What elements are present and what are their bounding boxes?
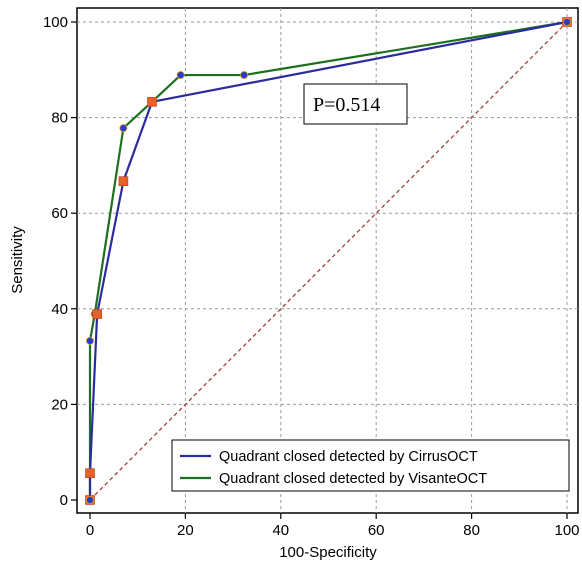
visante-endpoint-marker xyxy=(563,17,572,26)
y-tick-label: 100 xyxy=(43,14,68,31)
series-line-1 xyxy=(88,20,568,500)
axis-ticks: 0 20 40 60 80 100 0 20 40 60 80 100 xyxy=(43,14,580,539)
legend-box xyxy=(171,439,570,492)
visante-endpoint-marker xyxy=(86,495,95,504)
p-value-annotation: P=0.514 xyxy=(303,83,408,125)
x-axis-title: 100-Specificity xyxy=(279,544,377,561)
visante-point-marker xyxy=(176,71,185,80)
cirrus-point-marker xyxy=(85,468,95,479)
y-tick-label: 60 xyxy=(51,205,68,222)
y-tick-label: 80 xyxy=(51,110,68,127)
x-tick-label: 20 xyxy=(177,522,194,539)
legend: Quadrant closed detected by CirrusOCT Qu… xyxy=(171,439,570,492)
cirrus-point-marker xyxy=(92,309,102,319)
annotation-text: P=0.514 xyxy=(313,94,380,116)
y-tick-label: 0 xyxy=(60,492,68,509)
series-markers xyxy=(85,17,572,505)
visante-point-marker xyxy=(86,336,95,345)
y-tick-label: 20 xyxy=(51,396,68,413)
y-tick-label: 40 xyxy=(51,301,68,318)
visante-point-marker xyxy=(119,124,128,133)
x-tick-label: 40 xyxy=(272,522,289,539)
x-tick-label: 80 xyxy=(463,522,480,539)
y-axis-title: Sensitivity xyxy=(9,226,26,294)
legend-label-cirrus: Quadrant closed detected by CirrusOCT xyxy=(219,449,478,465)
cirrus-point-marker xyxy=(118,176,129,186)
cirrus-point-marker xyxy=(147,97,157,107)
x-tick-label: 60 xyxy=(368,522,385,539)
x-tick-label: 0 xyxy=(86,522,94,539)
legend-label-visante: Quadrant closed detected by VisanteOCT xyxy=(219,471,487,487)
reference-line xyxy=(89,21,568,501)
x-tick-label: 100 xyxy=(554,522,579,539)
reference-diagonal xyxy=(89,21,568,501)
visante-point-marker xyxy=(240,71,249,80)
annotation-box xyxy=(303,83,408,125)
